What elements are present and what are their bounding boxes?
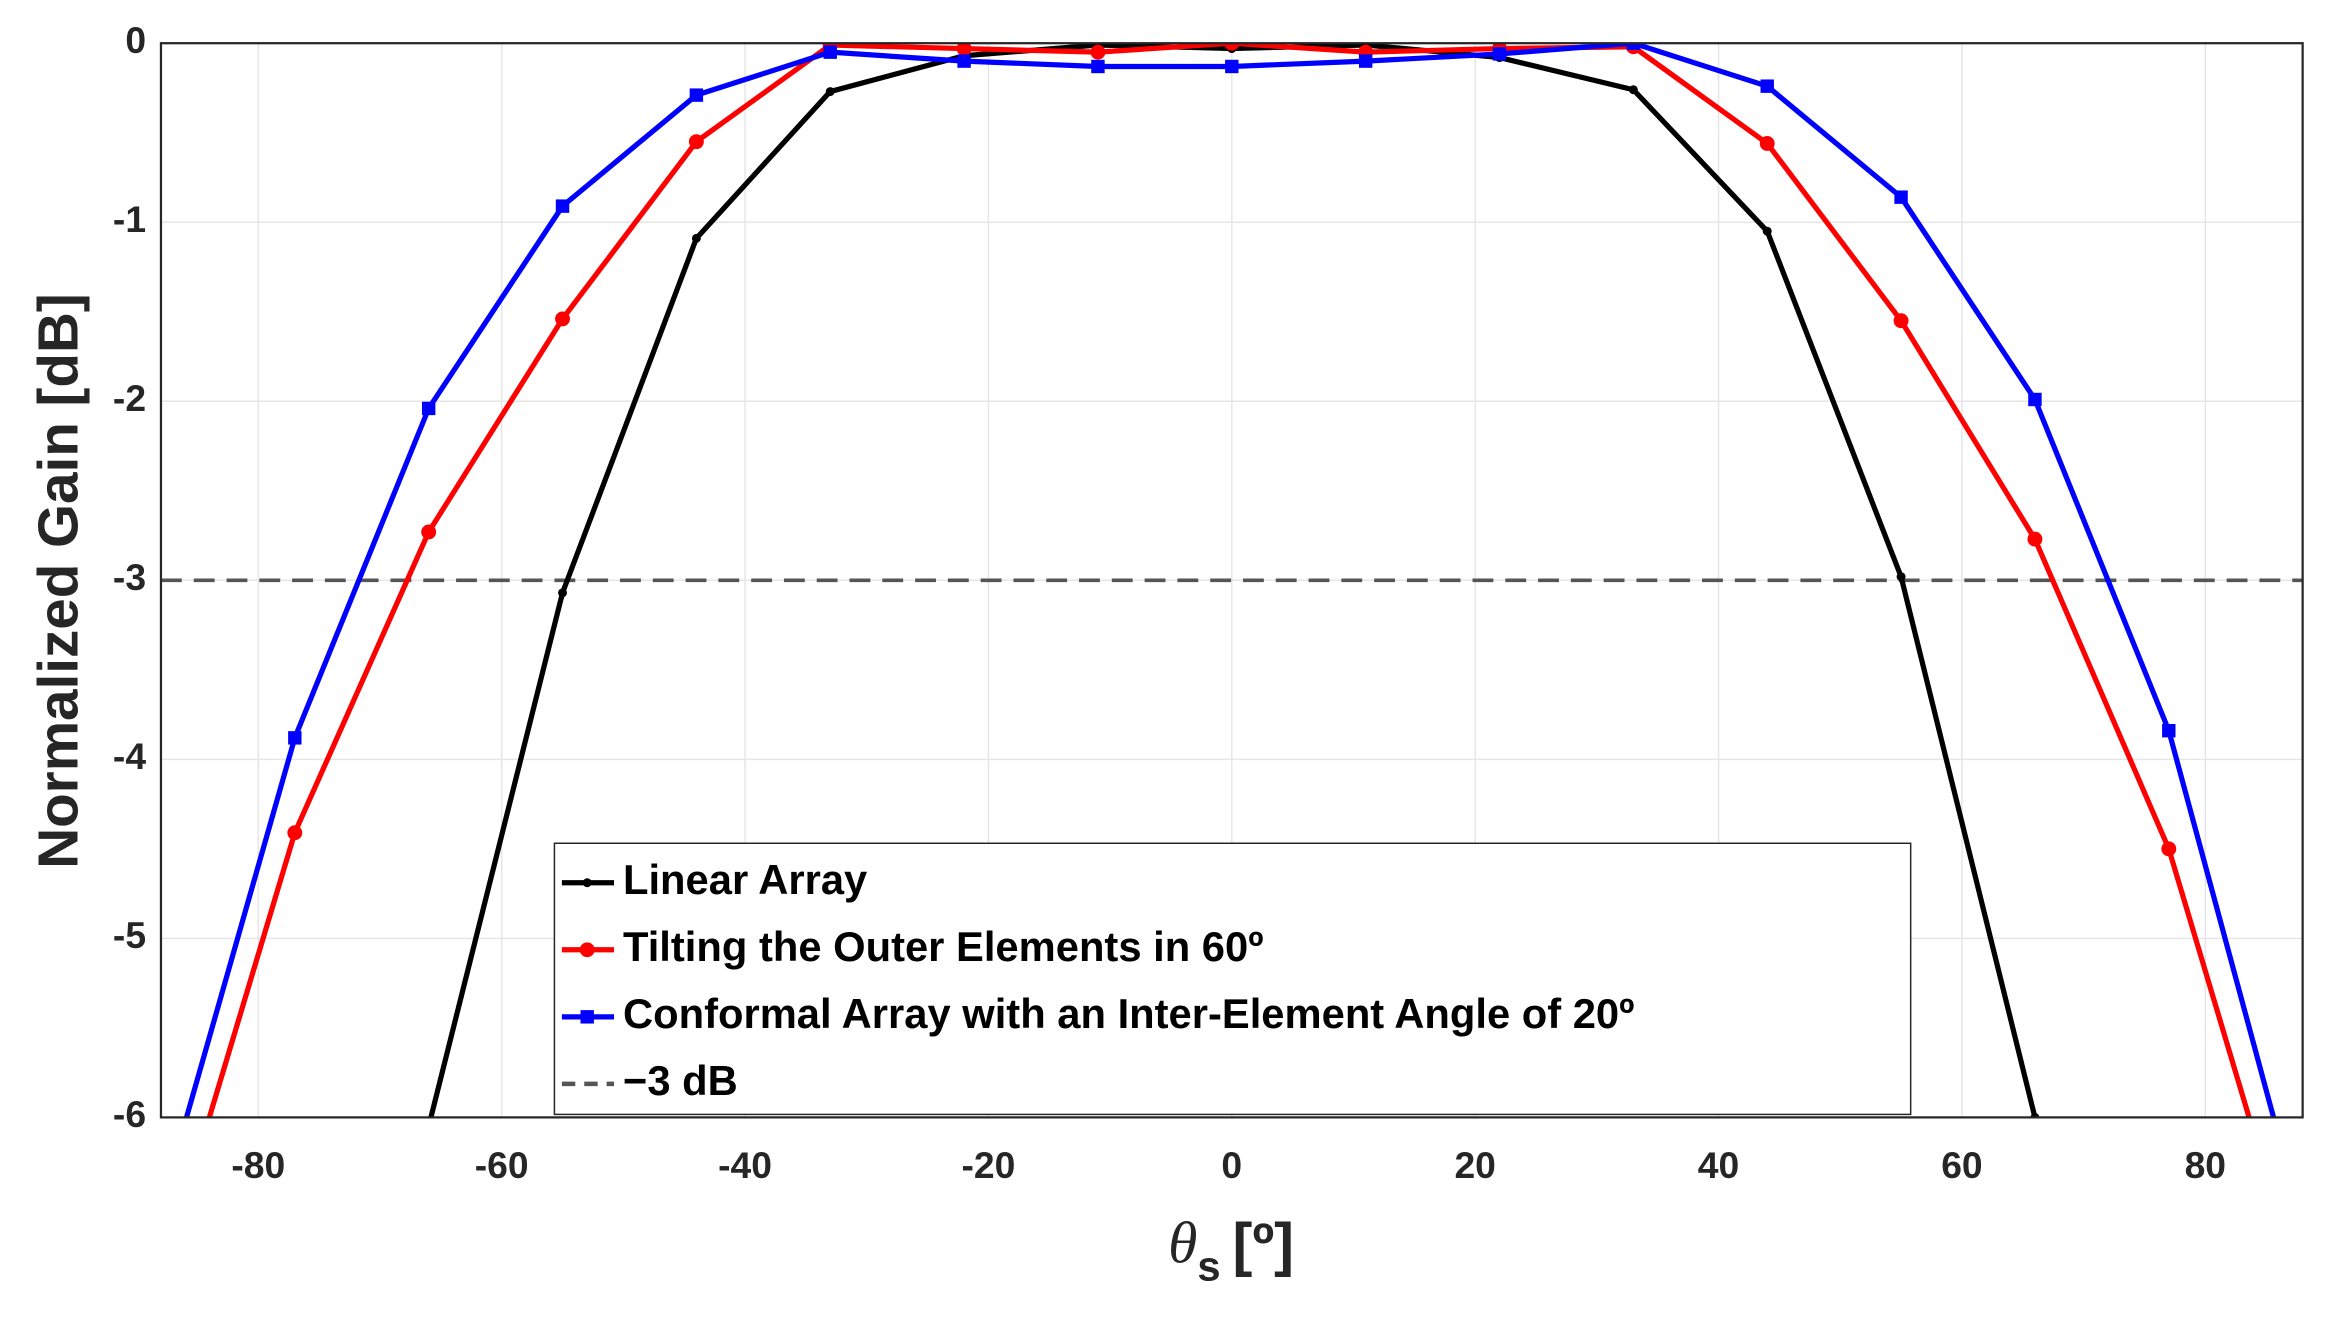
x-tick-label: -40 [718,1144,772,1186]
marker [555,199,570,213]
marker [825,87,835,97]
marker [957,54,971,68]
marker [956,43,972,57]
axes: -80 -60 -40 -20 0 20 40 60 80 0 -1 -2 -3 -4 -5 -6 [113,19,2226,1186]
x-tick-label: -80 [231,1144,285,1186]
marker [1759,136,1775,151]
marker [1893,313,1909,329]
legend-label: −3 dB [623,1057,738,1104]
legend-label: Conformal Array with an Inter-Element An… [623,990,1634,1037]
marker [1358,54,1373,68]
x-tick-label: 60 [1941,1144,1982,1186]
marker [1090,44,1106,60]
marker [1091,59,1105,74]
marker [558,588,567,598]
y-tick-label: -5 [113,914,146,956]
x-tick-label: 0 [1221,1144,1242,1186]
marker [1628,85,1638,95]
y-tick-label: -3 [113,556,146,598]
marker [2027,531,2043,547]
x-axis-label: θs [º] [1168,1209,1294,1289]
marker [691,233,701,243]
legend-marker [580,1010,594,1024]
marker [1894,190,1908,204]
x-tick-label: -20 [962,1144,1016,1186]
marker [288,731,302,745]
y-tick-label: 0 [125,19,146,61]
x-tick-label: -60 [475,1144,529,1186]
legend-box [553,842,1912,1116]
marker [1760,79,1774,93]
legend-marker [582,878,592,888]
marker [689,88,704,102]
marker [1896,572,1906,582]
axes-box [159,42,2304,1119]
marker [1762,226,1772,236]
x-tick-label: 80 [2185,1144,2226,1186]
legend-label: Tilting the Outer Elements in 60º [623,923,1263,970]
y-tick-label: -2 [113,377,146,419]
marker [688,134,704,150]
y-axis-label: Normalized Gain [dB] [27,293,90,868]
marker [1225,59,1239,74]
x-label-subscript: s [1197,1242,1220,1289]
marker [1626,43,1641,50]
marker [287,825,303,841]
marker [421,401,436,416]
marker [1492,47,1507,61]
series-line [206,43,2252,1118]
x-tick-label: 20 [1454,1144,1495,1186]
y-tick-label: -4 [113,735,146,777]
y-tick-label: -6 [113,1093,146,1135]
x-label-symbol: θ [1168,1209,1197,1275]
marker [555,311,570,327]
marker [823,45,837,59]
marker [421,524,437,540]
x-label-unit: [º] [1233,1210,1294,1277]
legend-marker [579,942,595,958]
y-tick-label: -1 [113,198,146,240]
legend: Linear Array Tilting the Outer Elements i… [553,842,1912,1116]
marker [2161,841,2177,857]
marker [1224,43,1240,51]
legend-label: Linear Array [623,856,867,903]
plot-area [160,43,2303,1118]
marker [2028,392,2042,407]
x-tick-label: 40 [1698,1144,1739,1186]
marker [2162,723,2176,738]
